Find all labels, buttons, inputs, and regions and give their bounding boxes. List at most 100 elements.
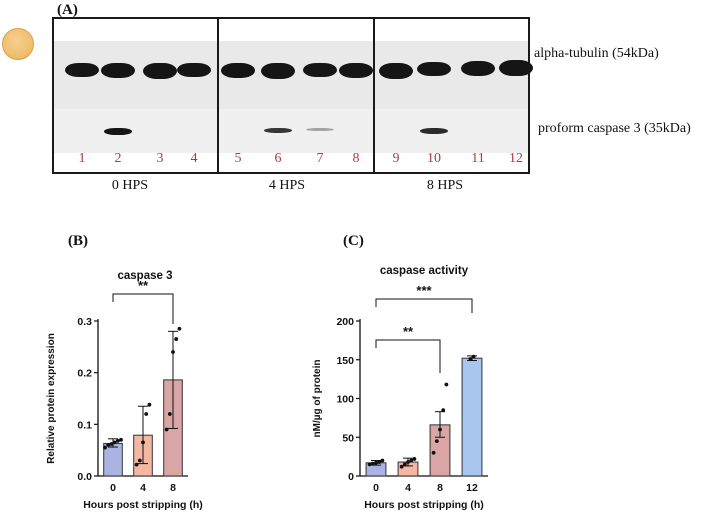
bar-12 xyxy=(461,357,483,477)
tubulin-band-lane-10 xyxy=(417,62,451,76)
tubulin-band-lane-11 xyxy=(461,61,495,76)
y-tick-label: 100 xyxy=(336,394,354,406)
data-point-12 xyxy=(471,354,476,359)
caspase3-band-lane-2 xyxy=(104,128,132,135)
lane-number-8: 8 xyxy=(352,151,360,166)
data-point-4 xyxy=(144,412,149,416)
y-tick-label: 0.0 xyxy=(77,471,92,483)
data-point-0 xyxy=(377,460,382,464)
petri-dish-icon xyxy=(2,28,34,60)
significance-label: *** xyxy=(416,283,432,298)
y-axis-label: Relative protein expression xyxy=(46,333,57,464)
y-tick-label: 200 xyxy=(336,316,354,328)
y-tick-label: 150 xyxy=(336,355,354,367)
data-point-12 xyxy=(468,357,473,361)
blot-divider-2 xyxy=(373,19,375,172)
data-point-0 xyxy=(112,440,117,445)
tubulin-band-lane-1 xyxy=(65,63,99,77)
chart-title: caspase activity xyxy=(380,265,469,277)
x-tick-label-4: 4 xyxy=(405,482,411,494)
y-tick-label: 50 xyxy=(342,432,354,444)
caspase3-band-lane-7 xyxy=(306,128,334,131)
data-point-4 xyxy=(412,457,417,461)
lane-number-7: 7 xyxy=(316,151,324,166)
tubulin-band-lane-4 xyxy=(177,63,211,77)
data-point-8 xyxy=(431,450,436,455)
data-point-0 xyxy=(109,442,114,446)
lane-number-5: 5 xyxy=(234,151,242,166)
chart-caspase-activity: caspase activity 0 50 100 150 200 nM/µg of pro… xyxy=(312,265,488,511)
lane-number-11: 11 xyxy=(471,151,485,166)
data-point-0 xyxy=(370,461,375,466)
lane-number-12: 12 xyxy=(509,151,523,166)
tubulin-band-lane-6 xyxy=(261,63,295,79)
group-label-0hps: 0 HPS xyxy=(111,178,149,193)
chart-caspase3-expression: caspase 3 0.0 0.1 0.2 0.3 Relative protein ex… xyxy=(46,270,203,511)
data-point-4 xyxy=(134,462,139,467)
y-tick-label: 0.3 xyxy=(77,316,92,328)
x-axis-label: Hours post stripping (h) xyxy=(83,499,203,511)
data-point-4 xyxy=(399,464,404,469)
data-point-8 xyxy=(164,427,169,432)
x-tick-label-0: 0 xyxy=(110,482,116,494)
data-point-4 xyxy=(409,458,414,463)
y-tick-label: 0.1 xyxy=(77,419,92,431)
data-point-8 xyxy=(434,439,439,444)
x-axis-label: Hours post stripping (h) xyxy=(364,499,484,511)
lane-number-6: 6 xyxy=(274,151,282,166)
x-tick-label-12: 12 xyxy=(466,482,478,494)
data-point-8 xyxy=(441,408,446,413)
lane-number-10: 10 xyxy=(427,151,441,166)
significance-label: ** xyxy=(138,278,149,293)
y-axis-label: nM/µg of protein xyxy=(312,360,323,438)
blot-divider-1 xyxy=(217,19,219,172)
data-point-0 xyxy=(367,462,372,467)
panel-a-label: (A) xyxy=(57,2,78,18)
data-point-8 xyxy=(444,382,449,387)
data-point-8 xyxy=(167,412,172,416)
data-point-0 xyxy=(115,438,120,443)
lane-number-9: 9 xyxy=(392,151,400,166)
caspase3-band-lane-10 xyxy=(420,128,448,134)
lane-number-1: 1 xyxy=(78,151,86,166)
lane-number-2: 2 xyxy=(114,151,122,166)
data-point-4 xyxy=(406,460,410,464)
data-point-0 xyxy=(119,437,123,442)
y-tick-label: 0 xyxy=(348,471,354,483)
tubulin-band-lane-9 xyxy=(379,63,413,79)
band-label-tubulin: alpha-tubulin (54kDa) xyxy=(534,46,659,61)
x-tick-label-8: 8 xyxy=(437,482,443,494)
tubulin-band-lane-3 xyxy=(143,63,177,79)
tubulin-band-lane-8 xyxy=(339,63,373,78)
significance-bracket xyxy=(375,339,441,373)
tubulin-band-lane-2 xyxy=(101,63,135,78)
x-tick-label-0: 0 xyxy=(373,482,379,494)
data-point-0 xyxy=(103,445,107,450)
data-point-4 xyxy=(147,402,152,407)
tubulin-band-lane-5 xyxy=(221,63,255,78)
group-label-8hps: 8 HPS xyxy=(426,178,464,193)
significance-bracket xyxy=(375,298,473,313)
caspase3-band-lane-6 xyxy=(264,128,292,133)
data-point-4 xyxy=(402,462,407,467)
group-label-4hps: 4 HPS xyxy=(268,178,306,193)
data-point-8 xyxy=(438,427,442,432)
x-tick-label-4: 4 xyxy=(140,482,146,494)
panel-c-label: (C) xyxy=(343,233,364,249)
band-label-caspase3: proform caspase 3 (35kDa) xyxy=(538,121,691,136)
chart-title: caspase 3 xyxy=(118,270,173,282)
x-tick-label-8: 8 xyxy=(170,482,176,494)
data-point-0 xyxy=(106,443,111,447)
lane-number-4: 4 xyxy=(190,151,198,166)
data-point-8 xyxy=(171,350,175,354)
data-point-8 xyxy=(174,337,179,341)
data-point-4 xyxy=(137,458,142,463)
tubulin-band-lane-7 xyxy=(303,63,337,77)
lane-number-3: 3 xyxy=(156,151,164,166)
significance-bracket xyxy=(112,293,174,324)
panel-b-label: (B) xyxy=(68,233,88,249)
data-point-0 xyxy=(374,460,378,465)
data-point-8 xyxy=(177,326,182,331)
significance-label: ** xyxy=(403,324,414,339)
y-tick-label: 0.2 xyxy=(77,368,92,380)
